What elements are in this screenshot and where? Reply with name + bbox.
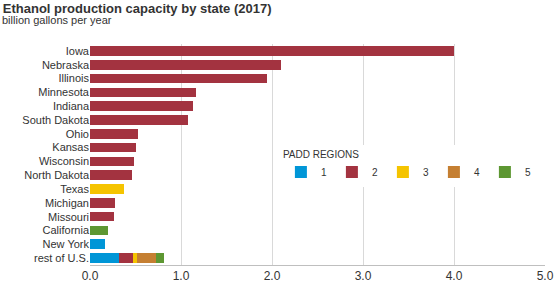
svg-text:Ethanol production capacity by: Ethanol production capacity by state (20… [3,1,272,16]
svg-text:Indiana: Indiana [53,100,90,112]
svg-text:0.0: 0.0 [82,269,99,283]
svg-text:4: 4 [474,167,480,178]
svg-text:South Dakota: South Dakota [22,114,90,126]
svg-text:Wisconsin: Wisconsin [39,155,89,167]
svg-text:California: California [43,224,90,236]
svg-text:1.0: 1.0 [173,269,190,283]
svg-text:5.0: 5.0 [537,269,554,283]
svg-text:North Dakota: North Dakota [24,169,90,181]
svg-text:rest of U.S.: rest of U.S. [34,252,89,264]
svg-text:billion gallons per year: billion gallons per year [2,14,112,26]
svg-text:1: 1 [321,167,327,178]
svg-text:4.0: 4.0 [446,269,463,283]
svg-text:Minnesota: Minnesota [38,86,90,98]
svg-text:2: 2 [372,167,378,178]
svg-text:PADD REGIONS: PADD REGIONS [283,149,359,160]
svg-text:Michigan: Michigan [45,197,89,209]
svg-text:Ohio: Ohio [66,128,89,140]
svg-text:New York: New York [43,238,90,250]
svg-text:Illinois: Illinois [58,72,89,84]
svg-text:Missouri: Missouri [48,211,89,223]
svg-text:Nebraska: Nebraska [42,59,90,71]
svg-text:3.0: 3.0 [355,269,372,283]
svg-text:3: 3 [423,167,429,178]
svg-text:Texas: Texas [60,183,89,195]
svg-text:5: 5 [525,167,531,178]
svg-text:2.0: 2.0 [264,269,281,283]
svg-text:Kansas: Kansas [52,141,89,153]
svg-text:Iowa: Iowa [66,45,90,57]
